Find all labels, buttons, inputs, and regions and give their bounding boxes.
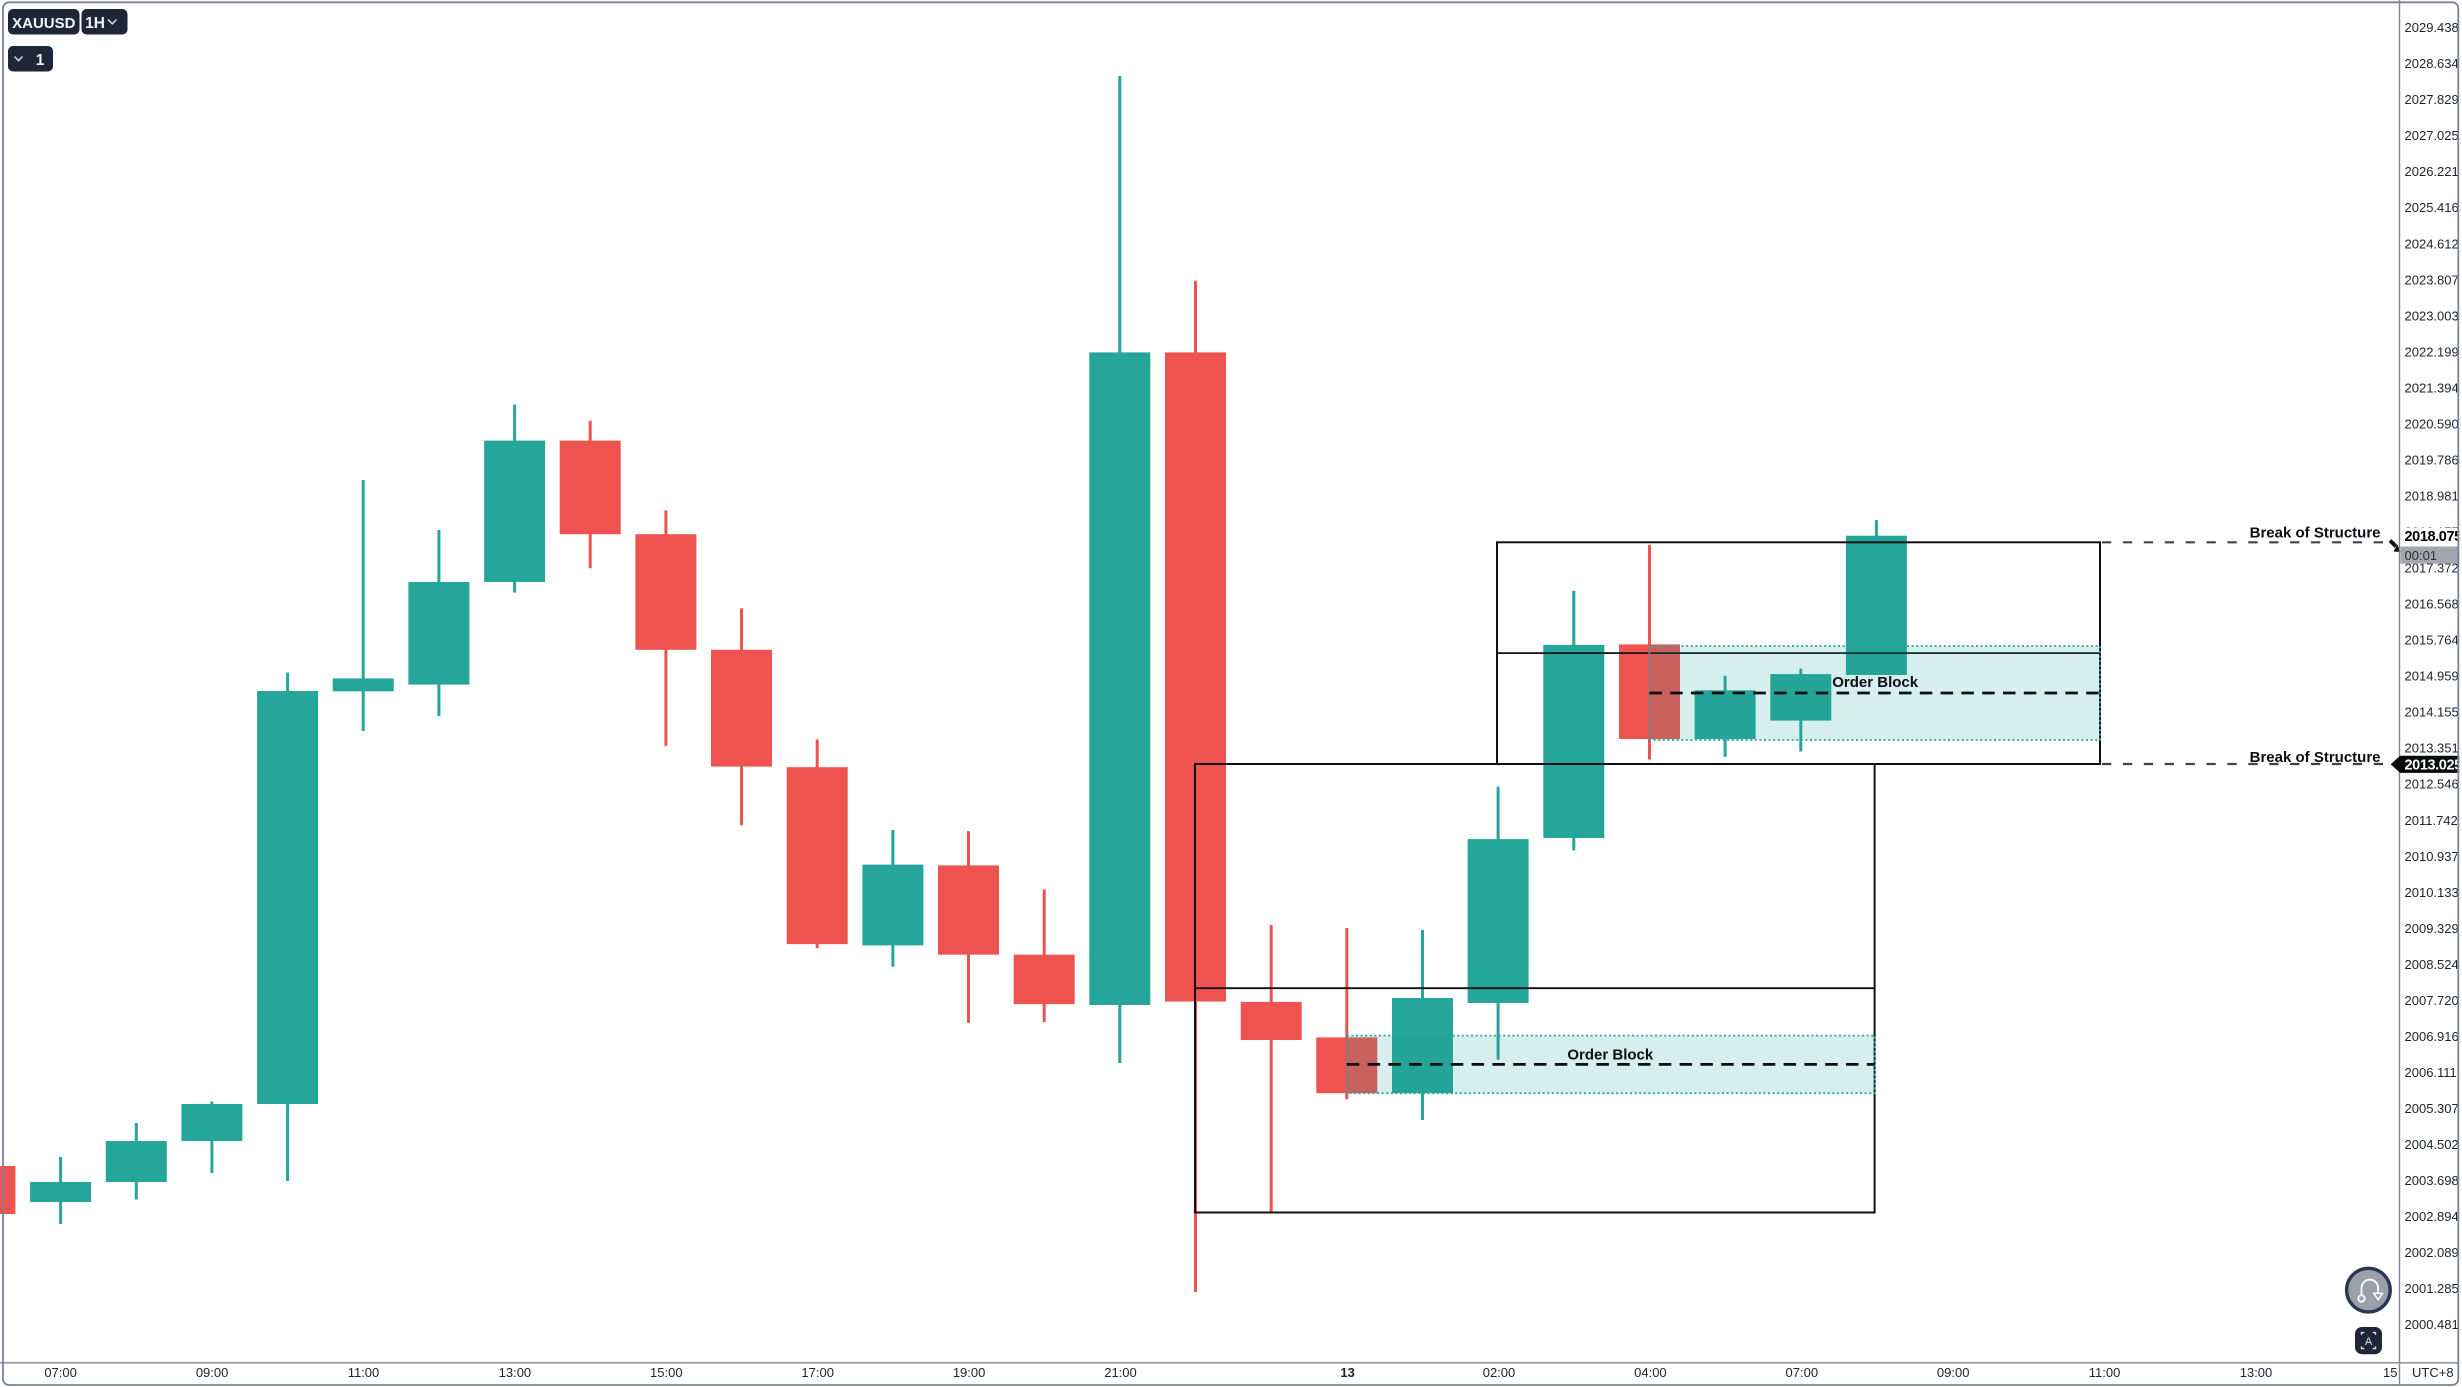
svg-text:A: A: [2365, 1336, 2373, 1348]
svg-text:13:00: 13:00: [499, 1365, 532, 1380]
svg-text:2021.394: 2021.394: [2405, 380, 2459, 395]
svg-text:1: 1: [36, 52, 45, 69]
svg-text:2024.612: 2024.612: [2405, 236, 2459, 251]
svg-text:2027.829: 2027.829: [2405, 92, 2459, 107]
svg-text:11:00: 11:00: [2089, 1365, 2121, 1380]
svg-text:2009.329: 2009.329: [2405, 921, 2459, 936]
svg-text:17:00: 17:00: [801, 1365, 834, 1380]
svg-text:07:00: 07:00: [44, 1365, 77, 1380]
svg-text:2005.307: 2005.307: [2405, 1101, 2459, 1116]
svg-text:15:00: 15:00: [650, 1365, 683, 1380]
svg-text:02:00: 02:00: [1483, 1365, 1516, 1380]
svg-text:2002.089: 2002.089: [2405, 1245, 2459, 1260]
svg-text:2011.742: 2011.742: [2405, 813, 2458, 828]
svg-text:15: 15: [2383, 1365, 2397, 1380]
svg-text:04:00: 04:00: [1634, 1365, 1667, 1380]
svg-text:2008.524: 2008.524: [2405, 957, 2459, 972]
svg-text:2014.155: 2014.155: [2405, 705, 2459, 720]
svg-text:2002.894: 2002.894: [2405, 1209, 2459, 1224]
svg-text:13:00: 13:00: [2240, 1365, 2273, 1380]
svg-text:11:00: 11:00: [348, 1365, 380, 1380]
svg-text:1H: 1H: [85, 15, 105, 32]
svg-text:2004.502: 2004.502: [2405, 1137, 2459, 1152]
svg-text:XAUUSD: XAUUSD: [12, 15, 76, 32]
svg-text:2020.590: 2020.590: [2405, 416, 2459, 431]
svg-text:Order Block: Order Block: [1567, 1047, 1654, 1064]
svg-text:2010.937: 2010.937: [2405, 849, 2459, 864]
svg-text:2017.372: 2017.372: [2405, 561, 2459, 576]
svg-text:2028.634: 2028.634: [2405, 56, 2459, 71]
svg-text:2000.481: 2000.481: [2405, 1317, 2459, 1332]
svg-text:2015.764: 2015.764: [2405, 633, 2459, 648]
svg-text:2019.786: 2019.786: [2405, 453, 2459, 468]
svg-text:Break of Structure: Break of Structure: [2250, 749, 2381, 766]
svg-text:UTC+8: UTC+8: [2412, 1365, 2454, 1380]
svg-text:2014.959: 2014.959: [2405, 669, 2459, 684]
svg-text:00:01: 00:01: [2405, 548, 2438, 563]
svg-text:19:00: 19:00: [953, 1365, 986, 1380]
svg-text:2016.568: 2016.568: [2405, 597, 2459, 612]
svg-text:2027.025: 2027.025: [2405, 128, 2459, 143]
svg-text:Order Block: Order Block: [1832, 674, 1919, 691]
svg-text:07:00: 07:00: [1786, 1365, 1819, 1380]
svg-text:Break of Structure: Break of Structure: [2250, 525, 2381, 542]
svg-text:2010.133: 2010.133: [2405, 885, 2459, 900]
svg-text:2025.416: 2025.416: [2405, 200, 2459, 215]
svg-text:21:00: 21:00: [1104, 1365, 1137, 1380]
svg-text:2023.003: 2023.003: [2405, 308, 2459, 323]
svg-text:2023.807: 2023.807: [2405, 272, 2459, 287]
svg-text:2003.698: 2003.698: [2405, 1173, 2459, 1188]
svg-text:2012.546: 2012.546: [2405, 777, 2459, 792]
svg-text:2013.351: 2013.351: [2405, 741, 2459, 756]
svg-text:2018.981: 2018.981: [2405, 489, 2459, 504]
svg-text:2006.111: 2006.111: [2405, 1065, 2457, 1080]
svg-text:2022.199: 2022.199: [2405, 344, 2459, 359]
svg-text:2001.285: 2001.285: [2405, 1281, 2459, 1296]
svg-text:2029.438: 2029.438: [2405, 20, 2459, 35]
svg-text:2018.075: 2018.075: [2405, 529, 2462, 545]
svg-text:09:00: 09:00: [196, 1365, 229, 1380]
svg-text:09:00: 09:00: [1937, 1365, 1970, 1380]
svg-text:2007.720: 2007.720: [2405, 993, 2459, 1008]
svg-text:2013.025: 2013.025: [2405, 757, 2462, 773]
svg-text:2006.916: 2006.916: [2405, 1029, 2459, 1044]
svg-text:13: 13: [1340, 1365, 1354, 1380]
svg-text:2026.221: 2026.221: [2405, 164, 2459, 179]
